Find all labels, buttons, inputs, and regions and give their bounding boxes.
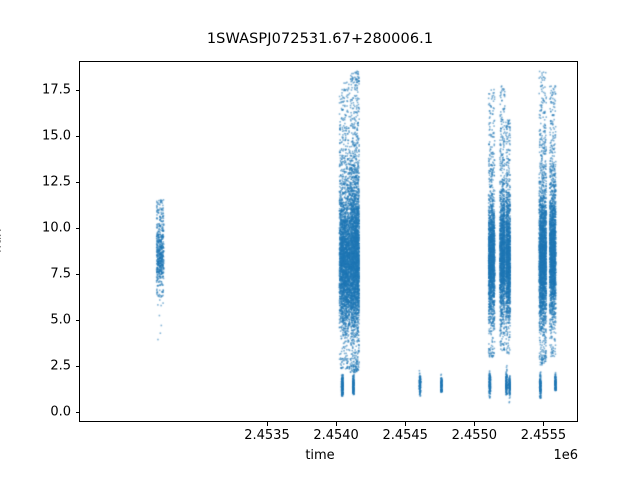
y-tick-label: 10.0 xyxy=(42,220,71,236)
y-tick-label: 12.5 xyxy=(42,174,71,190)
x-tick-mark xyxy=(405,422,407,426)
y-tick-label: 2.5 xyxy=(50,358,71,374)
x-axis-offset-label: 1e6 xyxy=(553,448,578,463)
x-tick-label: 2.4555 xyxy=(520,428,567,443)
y-tick-mark xyxy=(75,136,79,138)
y-tick-label: 0.0 xyxy=(50,404,71,420)
y-tick-mark xyxy=(75,182,79,184)
x-tick-label: 2.4545 xyxy=(382,428,428,443)
y-tick-mark xyxy=(75,90,79,92)
x-tick-mark xyxy=(543,422,545,426)
x-axis-label: time xyxy=(305,448,335,463)
plot-axes-area xyxy=(79,61,578,422)
y-tick-label: 7.5 xyxy=(50,266,71,282)
y-tick-mark xyxy=(75,411,79,413)
page-title: 1SWASPJ072531.67+280006.1 xyxy=(206,31,434,47)
y-tick-mark xyxy=(75,228,79,230)
x-tick-label: 2.4540 xyxy=(313,428,359,443)
y-tick-mark xyxy=(75,365,79,367)
x-tick-label: 2.4535 xyxy=(244,428,290,443)
y-tick-label: 5.0 xyxy=(50,312,71,328)
x-tick-label: 2.4550 xyxy=(451,428,498,443)
x-tick-mark xyxy=(336,422,338,426)
y-tick-label: 15.0 xyxy=(42,128,71,144)
scatter-plot-canvas xyxy=(80,62,577,421)
y-tick-mark xyxy=(75,320,79,322)
y-tick-mark xyxy=(75,274,79,276)
x-tick-mark xyxy=(474,422,476,426)
y-axis-label: flux xyxy=(0,228,5,254)
y-tick-label: 17.5 xyxy=(42,82,71,98)
x-tick-mark xyxy=(266,422,268,426)
